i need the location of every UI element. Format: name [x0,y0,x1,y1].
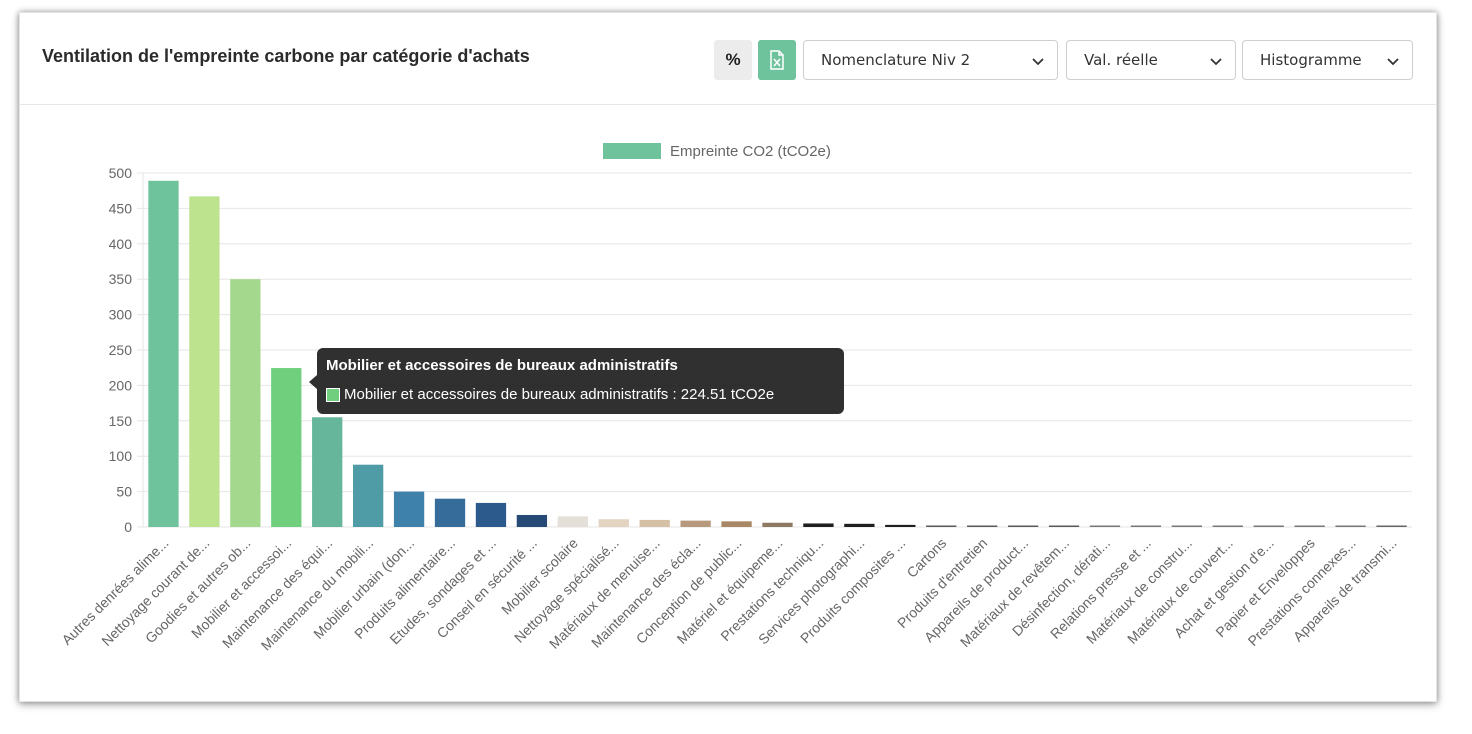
bar [598,519,629,527]
bar [967,525,998,527]
bar [1212,525,1243,527]
bar [885,524,916,527]
bar [557,516,588,527]
bar [352,464,384,527]
bar [1294,525,1325,527]
y-tick-label: 50 [116,484,132,500]
bar [516,514,548,527]
chevron-down-icon [1032,58,1044,66]
legend-swatch [603,143,661,159]
tooltip-title: Mobilier et accessoires de bureaux admin… [326,357,678,374]
bar [1048,525,1080,527]
chart-type-select-value: Histogramme [1260,51,1362,69]
tooltip-row: Mobilier et accessoires de bureaux admin… [326,386,774,403]
bar [312,417,343,527]
bar [1376,525,1407,527]
bar [189,196,220,527]
y-tick-label: 350 [109,271,133,287]
bar [762,522,793,527]
percent-toggle-button[interactable]: % [714,40,752,80]
bar [721,521,752,527]
tooltip-swatch [326,387,340,402]
excel-export-button[interactable] [758,40,796,80]
nomenclature-select[interactable]: Nomenclature Niv 2 [803,40,1058,80]
excel-export-icon [770,50,784,70]
bar [1007,525,1039,527]
y-tick-label: 150 [109,413,133,429]
tooltip-text: Mobilier et accessoires de bureaux admin… [344,386,775,403]
y-tick-label: 250 [109,342,133,358]
bar [230,279,261,527]
y-tick-label: 450 [109,200,133,216]
chart-type-select[interactable]: Histogramme [1242,40,1413,80]
y-tick-label: 400 [109,236,133,252]
y-tick-label: 500 [109,165,133,181]
y-tick-label: 0 [124,519,132,535]
chevron-down-icon [1387,58,1399,66]
value-type-select[interactable]: Val. réelle [1066,40,1236,80]
chevron-down-icon [1210,58,1222,66]
nomenclature-select-value: Nomenclature Niv 2 [821,51,971,69]
bar [1171,525,1203,527]
chart-card: Ventilation de l'empreinte carbone par c… [19,12,1437,702]
bar [680,520,711,527]
bar [844,523,875,527]
card-header: Ventilation de l'empreinte carbone par c… [20,13,1436,105]
bar [475,502,507,527]
value-type-select-value: Val. réelle [1084,51,1158,69]
percent-icon: % [725,50,741,69]
y-tick-label: 300 [109,307,133,323]
bar [1130,525,1162,527]
bar [803,523,834,527]
bar [926,525,957,527]
bar [639,519,670,527]
bar [1089,525,1121,527]
bar [148,180,179,527]
y-tick-label: 100 [109,448,133,464]
chart-title: Ventilation de l'empreinte carbone par c… [42,46,530,66]
bar [1253,525,1284,527]
chart-tooltip: Mobilier et accessoires de bureaux admin… [309,348,844,414]
bar [434,498,466,527]
bar [393,491,425,527]
legend-label: Empreinte CO2 (tCO2e) [670,143,831,160]
bar [1335,525,1366,527]
y-tick-label: 200 [109,377,133,393]
bar [271,368,302,527]
